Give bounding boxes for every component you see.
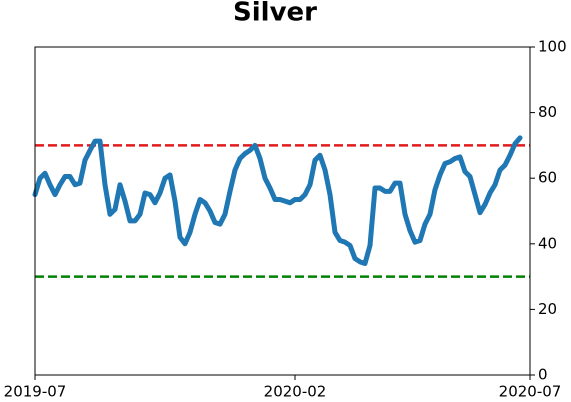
y-tick-label: 100 bbox=[538, 38, 567, 56]
y-tick-label: 0 bbox=[538, 366, 548, 384]
y-tick-label: 40 bbox=[538, 234, 557, 252]
line-series bbox=[32, 135, 523, 266]
x-tick-label: 2020-02 bbox=[264, 383, 327, 401]
y-tick-label: 80 bbox=[538, 103, 557, 121]
x-tick-label: 2019-07 bbox=[4, 383, 67, 401]
chart-title: Silver bbox=[233, 0, 317, 28]
x-tick-label: 2020-07 bbox=[499, 383, 562, 401]
plot-frame bbox=[34, 46, 531, 376]
y-tick-label: 60 bbox=[538, 169, 557, 187]
y-tick-label: 20 bbox=[538, 300, 557, 318]
